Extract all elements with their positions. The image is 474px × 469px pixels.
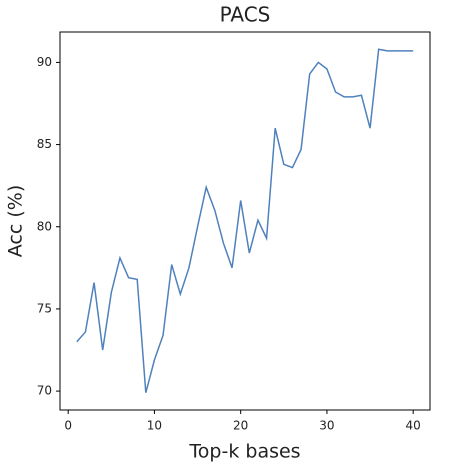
y-axis-label: Acc (%) <box>5 185 27 257</box>
x-tick-label: 30 <box>319 419 334 433</box>
plot-frame <box>59 31 431 411</box>
chart-title: PACS <box>220 3 271 27</box>
y-tick-label: 90 <box>37 55 52 69</box>
x-tick-label: 20 <box>233 419 248 433</box>
x-tick-label: 0 <box>64 419 72 433</box>
x-axis-label: Top-k bases <box>188 441 300 463</box>
y-tick-label: 75 <box>37 301 52 315</box>
x-tick-label: 10 <box>147 419 162 433</box>
y-tick-label: 70 <box>37 384 52 398</box>
y-tick-label: 85 <box>37 137 52 151</box>
x-tick-label: 40 <box>406 419 421 433</box>
data-line <box>76 48 414 393</box>
y-tick-label: 80 <box>37 219 52 233</box>
